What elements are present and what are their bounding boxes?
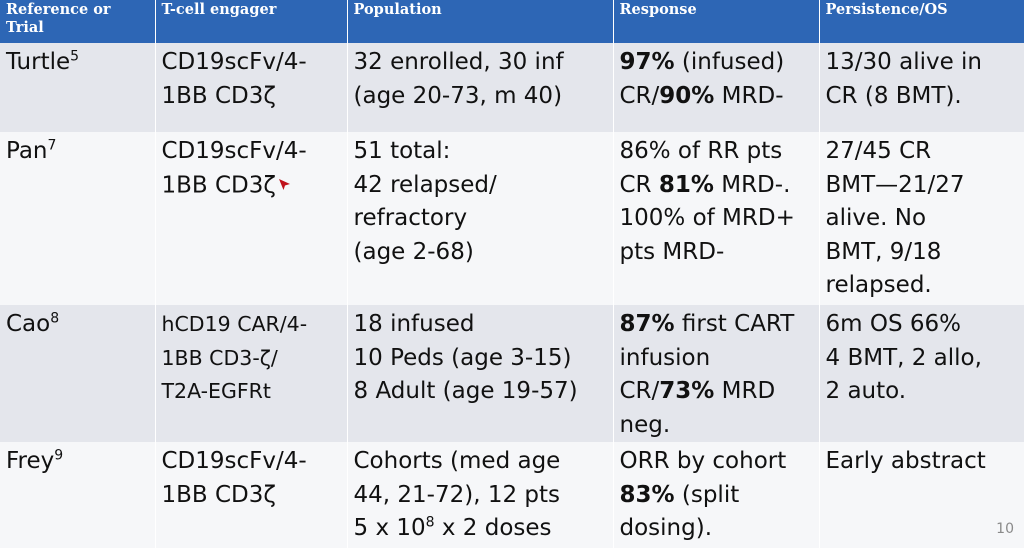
cell-response: ORR by cohort 83% (split dosing). — [612, 442, 819, 548]
page-number: 10 — [996, 521, 1014, 537]
cell-persistence: 6m OS 66% 4 BMT, 2 allo, 2 auto. — [818, 305, 1024, 442]
cell-response: 87% first CART infusion CR/73% MRD neg. — [612, 305, 819, 442]
header-reference: Reference or Trial — [0, 0, 155, 43]
header-response: Response — [612, 0, 819, 43]
table-row-pan: Pan7 CD19scFv/4- 1BB CD3ζ 51 total: 42 re… — [0, 132, 1024, 305]
cell-reference: Cao8 — [0, 305, 155, 442]
cell-persistence: 27/45 CR BMT—21/27 alive. No BMT, 9/18 rel… — [818, 132, 1024, 305]
table-row-cao: Cao8 hCD19 CAR/4- 1BB CD3-ζ/ T2A-EGFRt 18… — [0, 305, 1024, 442]
cell-engager: CD19scFv/4- 1BB CD3ζ — [154, 132, 347, 305]
cell-reference: Pan7 — [0, 132, 155, 305]
cell-engager: CD19scFv/4- 1BB CD3ζ — [154, 442, 347, 548]
header-persistence: Persistence/OS — [818, 0, 1024, 43]
cell-response: 86% of RR pts CR 81% MRD-. 100% of MRD+ … — [612, 132, 819, 305]
table-row-turtle: Turtle5 CD19scFv/4- 1BB CD3ζ 32 enrolled,… — [0, 43, 1024, 132]
cell-persistence: Early abstract — [818, 442, 1024, 548]
cell-reference: Turtle5 — [0, 43, 155, 132]
header-row: Reference or Trial T-cell engager Popula… — [0, 0, 1024, 43]
cell-response: 97% (infused) CR/90% MRD- — [612, 43, 819, 132]
pointer-cursor-icon — [278, 169, 292, 203]
header-engager: T-cell engager — [154, 0, 347, 43]
cell-engager: hCD19 CAR/4- 1BB CD3-ζ/ T2A-EGFRt — [154, 305, 347, 442]
header-population: Population — [346, 0, 613, 43]
cell-population: 18 infused 10 Peds (age 3-15) 8 Adult (ag… — [346, 305, 613, 442]
cell-engager: CD19scFv/4- 1BB CD3ζ — [154, 43, 347, 132]
cell-population: 32 enrolled, 30 inf (age 20-73, m 40) — [346, 43, 613, 132]
cell-population: Cohorts (med age 44, 21-72), 12 pts 5 x 1… — [346, 442, 613, 548]
cell-persistence: 13/30 alive in CR (8 BMT). — [818, 43, 1024, 132]
table-row-frey: Frey9 CD19scFv/4- 1BB CD3ζ Cohorts (med a… — [0, 442, 1024, 548]
cell-reference: Frey9 — [0, 442, 155, 548]
cell-population: 51 total: 42 relapsed/ refractory (age 2-6… — [346, 132, 613, 305]
